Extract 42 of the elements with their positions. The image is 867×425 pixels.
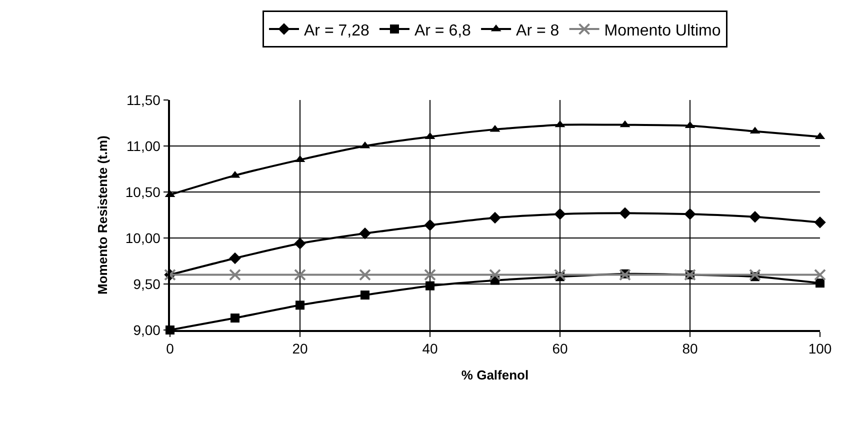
- point: [424, 219, 436, 231]
- point: [229, 268, 241, 281]
- x-tick-label: 100: [808, 340, 832, 357]
- legend-label: Ar = 8: [516, 22, 560, 40]
- point: [426, 281, 434, 290]
- point: [294, 238, 306, 250]
- legend-label: Momento Ultimo: [604, 22, 721, 40]
- point: [816, 278, 824, 288]
- x-tick-label: 40: [422, 340, 438, 357]
- point: [814, 268, 826, 281]
- y-tick-label: 11,00: [126, 138, 161, 154]
- y-tick-label: 9,00: [133, 322, 161, 338]
- point: [619, 268, 631, 281]
- point: [296, 300, 304, 310]
- x-tick-label: 0: [166, 340, 174, 357]
- point: [360, 290, 370, 300]
- point: [230, 314, 240, 323]
- point: [424, 268, 436, 281]
- y-axis-title: Momento Resistente (t.m): [94, 136, 110, 294]
- point: [359, 268, 371, 281]
- y-tick-label: 11,50: [126, 92, 161, 108]
- point: [554, 208, 566, 220]
- point: [229, 252, 241, 264]
- point: [749, 210, 761, 223]
- point: [489, 212, 501, 224]
- point: [489, 268, 501, 281]
- point: [684, 208, 696, 220]
- y-tick-label: 10,50: [125, 184, 161, 200]
- x-tick-label: 20: [292, 340, 308, 357]
- point: [359, 228, 371, 240]
- legend-label: Ar = 7,28: [304, 22, 370, 40]
- point: [554, 268, 566, 281]
- point: [749, 268, 761, 281]
- y-tick-label: 9,50: [133, 276, 161, 292]
- x-tick-label: 80: [682, 340, 698, 357]
- point: [619, 207, 631, 220]
- x-tick-label: 60: [552, 340, 568, 357]
- x-axis-title: % Galfenol: [461, 368, 529, 383]
- y-tick-label: 10,00: [125, 230, 161, 246]
- point: [294, 268, 306, 281]
- point: [814, 216, 826, 228]
- legend-label: Ar = 6,8: [414, 22, 472, 40]
